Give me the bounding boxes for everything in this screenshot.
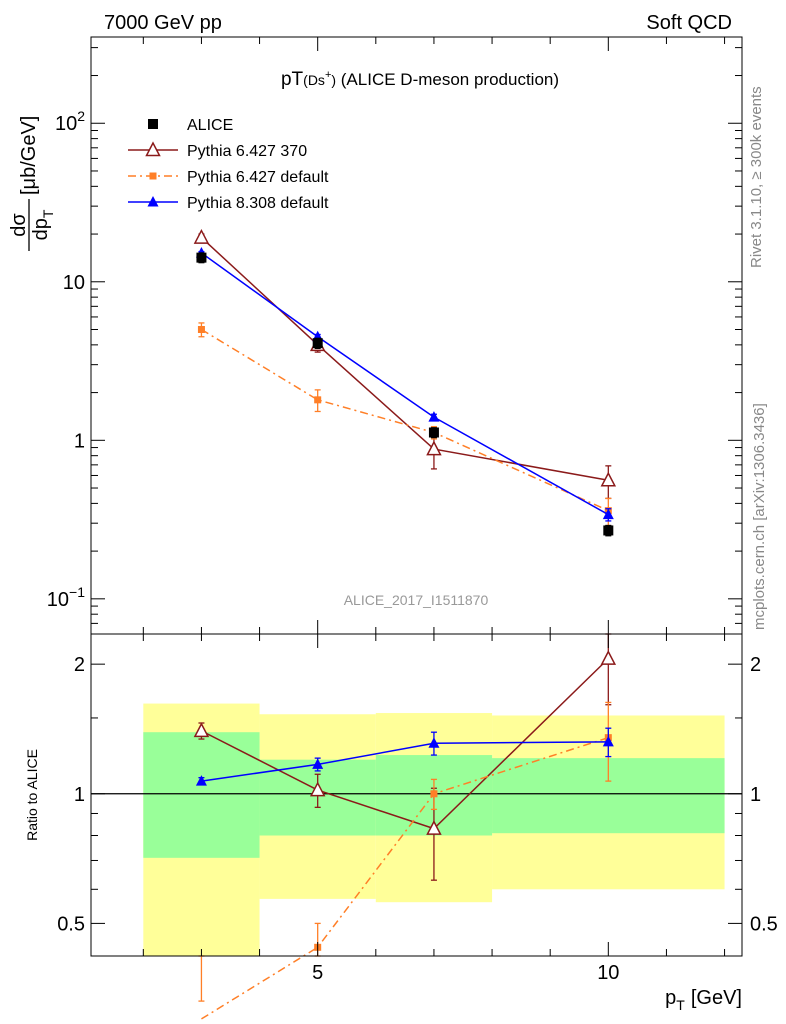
ratio-pythia-8-308-default-point: [312, 758, 324, 769]
legend: ALICE Pythia 6.427 370 Pythia 6.427 defaul…: [128, 117, 329, 212]
xlabel-main: p: [665, 987, 676, 1009]
ratio-ytick-label-right: 0.5: [750, 913, 778, 935]
ratio-pythia-6-427-default-point: [430, 790, 438, 798]
ratio-pythia-8-308-default-series: [195, 727, 614, 786]
uncertainty-band-green: [143, 732, 260, 858]
ratio-ytick-label: 0.5: [57, 913, 85, 935]
main-pythia-6-427-default-point: [314, 396, 322, 404]
main-alice-point: [312, 338, 323, 349]
ratio-pythia-6-427-370-point: [600, 650, 617, 665]
main-ytick-label: 10−1: [47, 584, 85, 611]
main-pythia-6-427-370-point: [426, 440, 442, 456]
main-ytick-base: 1: [74, 430, 85, 452]
xlabel: pT [GeV]: [665, 987, 742, 1013]
ylabel-unit: [μb/GeV]: [18, 116, 40, 195]
legend-marker: [148, 119, 158, 129]
ratio-pythia-6-427-default-errorbar: [198, 955, 205, 1002]
main-ytick-label: 1: [74, 430, 85, 452]
ratio-frame: [90, 633, 743, 957]
legend-marker: [145, 141, 161, 157]
legend-item: ALICE: [148, 117, 233, 134]
rivet-label: Rivet 3.1.10, ≥ 300k events: [748, 86, 765, 268]
ratio-pythia-8-308-default-point: [428, 737, 440, 748]
ratio-panel: 0.5 0.5 1 1 2 2 5 10 Ratio to ALICE pT [GeV]: [24, 633, 778, 1020]
main-alice-series: [196, 252, 614, 537]
main-ytick-exp: −1: [69, 584, 85, 600]
main-pythia-8-308-default-point: [428, 411, 440, 422]
xlabel-sub: T: [676, 997, 685, 1013]
ratio-pythia-8-308-default-point: [195, 775, 207, 786]
ylabel-top: dσ: [8, 213, 30, 237]
header-right: Soft QCD: [646, 12, 732, 34]
legend-item: Pythia 6.427 370: [128, 141, 307, 160]
ratio-ytick-label: 1: [74, 784, 85, 806]
ratio-pythia-8-308-default-line: [201, 741, 609, 782]
main-title: pT(Ds+) (ALICE D-meson production): [281, 69, 559, 90]
legend-label: Pythia 8.308 default: [187, 195, 329, 212]
main-ytick-base: 10: [63, 272, 85, 294]
ratio-pythia-6-427-370-line: [201, 658, 609, 830]
ratio-ylabel: Ratio to ALICE: [24, 749, 40, 841]
main-alice-point: [603, 525, 614, 536]
ylabel-bottom-sub: T: [40, 209, 56, 218]
title-sup: +: [325, 69, 331, 81]
main-pythia-6-427-default-series: [197, 322, 612, 527]
legend-label: Pythia 6.427 370: [187, 143, 307, 160]
ratio-pythia-8-308-default-point: [602, 735, 614, 747]
header-left: 7000 GeV pp: [104, 12, 222, 34]
ratio-ytick-label-right: 2: [750, 654, 761, 676]
ratio-ytick-label: 2: [74, 654, 85, 676]
xtick-label: 5: [312, 962, 323, 984]
main-ytick-label: 102: [55, 108, 85, 135]
ratio-pythia-6-427-370-point: [193, 722, 210, 738]
title-sub: (Ds: [303, 72, 325, 88]
main-pythia-6-427-default-line: [201, 328, 609, 512]
legend-item: Pythia 8.308 default: [128, 195, 329, 212]
ratio-pythia-6-427-370-point: [426, 819, 442, 835]
main-ytick-label: 10: [63, 272, 85, 294]
main-pythia-6-427-370-line: [200, 237, 609, 481]
ylabel-bottom-main: dp: [30, 218, 52, 240]
xlabel-unit: [GeV]: [691, 987, 742, 1009]
ylabel-bottom: dpT: [30, 209, 56, 240]
xtick-label: 10: [597, 962, 619, 984]
title-close: ): [331, 72, 336, 88]
legend-label: ALICE: [187, 117, 233, 134]
main-ytick-base: 10: [47, 589, 69, 611]
main-pythia-6-427-370-point: [193, 228, 210, 244]
main-ytick-base: 10: [55, 113, 77, 135]
ratio-ytick-label-right: 1: [750, 784, 761, 806]
main-pythia-8-308-default-point: [602, 508, 614, 520]
main-ylabel: dσ dpT [μb/GeV]: [8, 116, 56, 251]
legend-marker: [149, 172, 157, 180]
analysis-label: ALICE_2017_I1511870: [344, 592, 489, 608]
mcplots-label: mcplots.cern.ch [arXiv:1306.3436]: [751, 403, 768, 630]
legend-marker: [147, 196, 159, 207]
main-pythia-8-308-default-line: [200, 252, 609, 516]
title-rest: (ALICE D-meson production): [336, 70, 559, 89]
ratio-pythia-6-427-default-line: [201, 736, 609, 1020]
ratio-pythia-6-427-370-point: [309, 781, 326, 797]
legend-label: Pythia 6.427 default: [187, 169, 329, 186]
main-pythia-6-427-370-point: [600, 471, 617, 487]
main-alice-point: [428, 427, 439, 438]
main-ytick-exp: 2: [77, 108, 85, 124]
title-main: pT: [281, 69, 304, 90]
main-pythia-8-308-default-series: [195, 246, 614, 522]
main-alice-point: [196, 252, 207, 263]
main-pythia-6-427-default-point: [197, 325, 205, 333]
legend-item: Pythia 6.427 default: [128, 169, 329, 186]
